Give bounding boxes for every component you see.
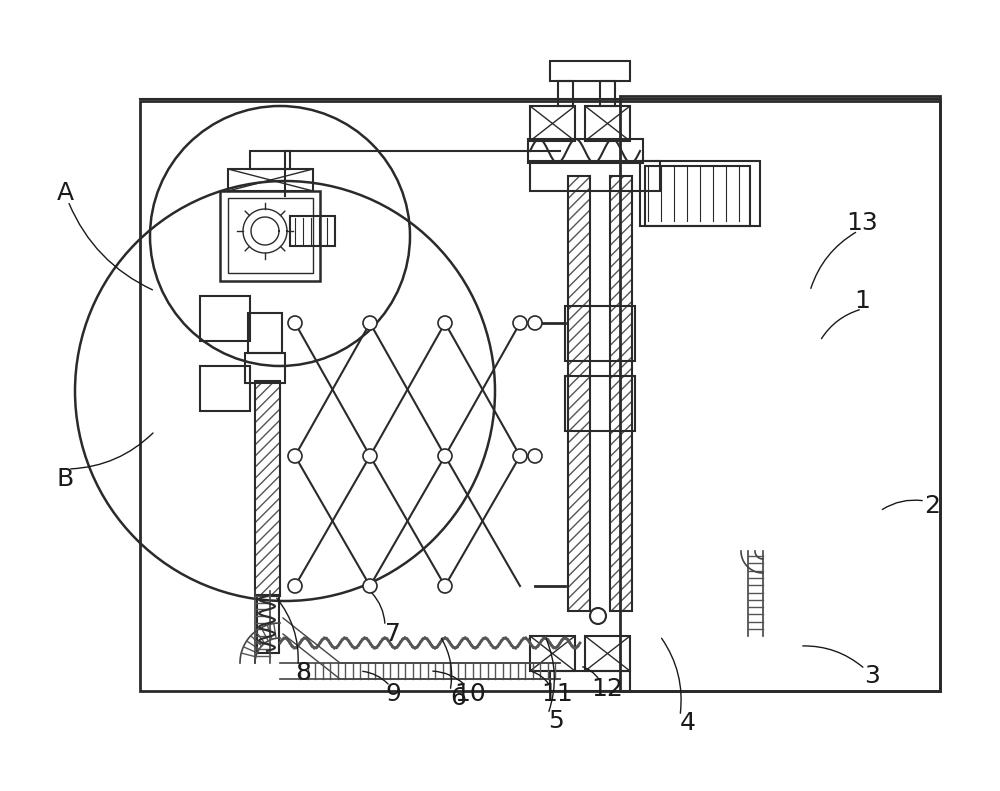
Text: 6: 6 <box>450 686 466 710</box>
Circle shape <box>438 449 452 463</box>
Bar <box>220 191 320 281</box>
Text: 2: 2 <box>924 494 940 518</box>
Bar <box>530 106 575 141</box>
Text: B: B <box>56 467 74 491</box>
Bar <box>140 101 940 691</box>
Bar <box>290 216 335 246</box>
Circle shape <box>513 316 527 330</box>
Bar <box>530 636 575 671</box>
Text: 12: 12 <box>591 677 623 701</box>
Text: 10: 10 <box>454 682 486 706</box>
Bar <box>645 166 750 226</box>
Bar <box>585 106 630 141</box>
Bar <box>250 151 290 169</box>
Circle shape <box>288 579 302 593</box>
Bar <box>255 381 280 596</box>
Bar <box>257 595 279 653</box>
Bar <box>528 139 643 163</box>
Bar <box>610 176 632 611</box>
Text: 8: 8 <box>295 661 311 685</box>
Bar <box>228 198 313 273</box>
Circle shape <box>528 316 542 330</box>
Bar <box>245 353 285 383</box>
Circle shape <box>288 449 302 463</box>
Circle shape <box>288 316 302 330</box>
Text: 5: 5 <box>548 709 564 733</box>
Bar <box>558 81 573 106</box>
Text: 4: 4 <box>680 711 696 735</box>
Bar <box>248 313 282 353</box>
Circle shape <box>590 608 606 624</box>
Bar <box>585 636 630 671</box>
Text: 1: 1 <box>854 289 870 313</box>
Text: 7: 7 <box>385 622 401 646</box>
Bar <box>600 81 615 106</box>
Circle shape <box>438 316 452 330</box>
Bar <box>620 96 940 691</box>
Bar <box>640 161 760 226</box>
Bar <box>200 366 250 411</box>
Circle shape <box>363 449 377 463</box>
Bar <box>568 176 590 611</box>
Text: 9: 9 <box>385 682 401 706</box>
Text: 3: 3 <box>864 664 880 688</box>
Circle shape <box>363 579 377 593</box>
Circle shape <box>528 449 542 463</box>
Circle shape <box>438 579 452 593</box>
Bar <box>550 671 630 691</box>
Bar <box>565 376 635 431</box>
Circle shape <box>363 316 377 330</box>
Text: 11: 11 <box>541 682 573 706</box>
Bar <box>565 306 635 361</box>
Bar <box>530 161 660 191</box>
Bar <box>228 169 313 191</box>
Bar <box>200 296 250 341</box>
Bar <box>550 61 630 81</box>
Text: 13: 13 <box>846 211 878 235</box>
Circle shape <box>513 449 527 463</box>
Text: A: A <box>56 181 74 205</box>
